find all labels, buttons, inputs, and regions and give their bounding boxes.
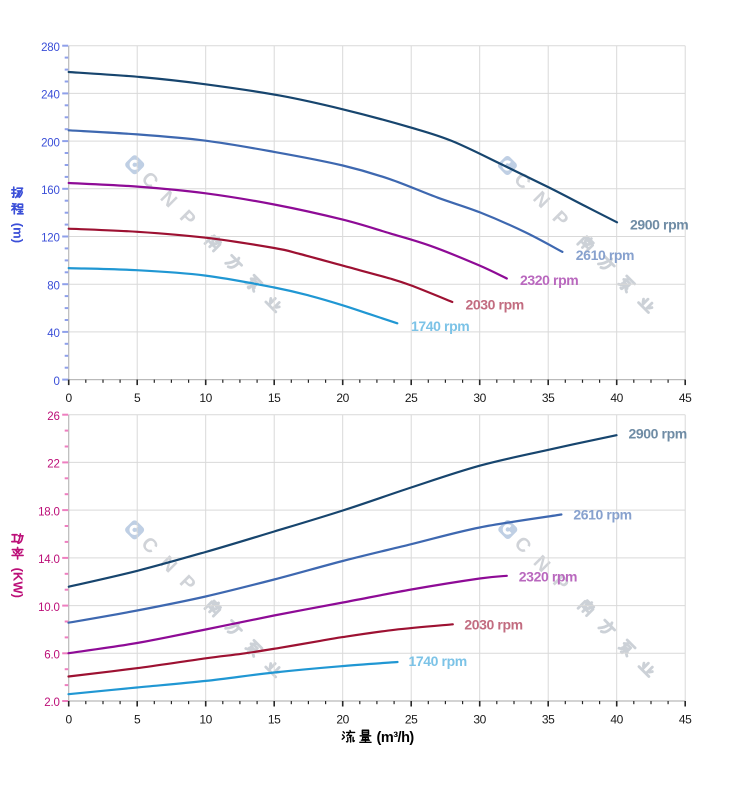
svg-text:22: 22 [47,459,59,471]
svg-text:2030 rpm: 2030 rpm [466,296,524,312]
svg-text:40: 40 [47,328,59,340]
svg-text:30: 30 [473,712,486,726]
svg-text:25: 25 [405,391,418,405]
svg-text:35: 35 [542,391,555,405]
svg-text:2610 rpm: 2610 rpm [576,247,634,263]
svg-text:15: 15 [268,391,281,405]
svg-text:10: 10 [199,712,212,726]
svg-text:2900 rpm: 2900 rpm [630,217,688,233]
svg-text:20: 20 [336,391,349,405]
svg-text:35: 35 [542,712,555,726]
svg-text:2320 rpm: 2320 rpm [520,272,578,288]
svg-text:(m³/h): (m³/h) [377,730,415,746]
svg-text:5: 5 [134,712,141,726]
svg-text:20: 20 [336,712,349,726]
svg-text:18.0: 18.0 [38,506,60,518]
svg-text:6.0: 6.0 [44,650,59,662]
svg-text:2610 rpm: 2610 rpm [573,507,631,523]
svg-text:280: 280 [41,42,60,54]
svg-text:(m): (m) [11,223,26,243]
svg-text:80: 80 [47,280,59,292]
svg-text:(KW): (KW) [11,568,26,598]
svg-text:0: 0 [66,391,73,405]
svg-text:200: 200 [41,137,60,149]
svg-text:120: 120 [41,233,60,245]
svg-text:240: 240 [41,90,60,102]
svg-text:2030 rpm: 2030 rpm [464,617,522,633]
svg-text:26: 26 [47,411,59,423]
svg-text:40: 40 [610,712,623,726]
svg-text:40: 40 [610,391,623,405]
svg-text:10: 10 [199,391,212,405]
svg-text:25: 25 [405,712,418,726]
svg-text:1740 rpm: 1740 rpm [409,653,467,669]
svg-text:30: 30 [473,391,486,405]
svg-text:160: 160 [41,185,60,197]
svg-text:10.0: 10.0 [38,602,60,614]
svg-text:0: 0 [53,376,59,388]
svg-text:2900 rpm: 2900 rpm [629,426,687,442]
svg-text:0: 0 [66,712,73,726]
svg-text:45: 45 [679,391,692,405]
svg-text:1740 rpm: 1740 rpm [411,318,469,334]
svg-text:5: 5 [134,391,141,405]
svg-text:2320 rpm: 2320 rpm [519,568,577,584]
svg-text:15: 15 [268,712,281,726]
svg-text:14.0: 14.0 [38,554,60,566]
svg-text:2.0: 2.0 [44,697,59,709]
svg-text:45: 45 [679,712,692,726]
